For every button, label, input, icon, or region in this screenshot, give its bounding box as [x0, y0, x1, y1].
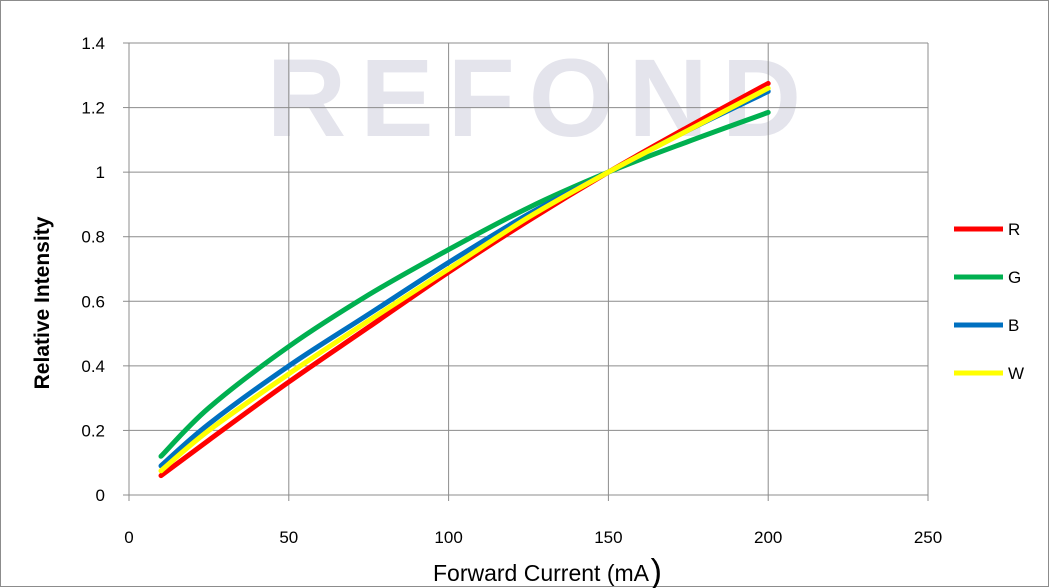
axes [123, 42, 929, 501]
x-tick-label: 250 [914, 528, 942, 547]
x-axis-title-paren: ) [651, 553, 662, 588]
y-axis-title: Relative Intensity [31, 216, 54, 389]
y-tick-label: 1.2 [81, 99, 105, 118]
series-lines [158, 80, 771, 479]
legend-label-r: R [1008, 220, 1020, 239]
x-tick-label: 0 [124, 528, 133, 547]
y-tick-label: 0.2 [81, 421, 105, 440]
x-tick-label: 200 [754, 528, 782, 547]
x-tick-label: 100 [434, 528, 462, 547]
x-tick-label: 150 [594, 528, 622, 547]
watermark-text: REFOND [267, 37, 815, 160]
y-tick-label: 0.4 [81, 357, 105, 376]
grid [128, 42, 929, 496]
y-tick-label: 1.4 [81, 34, 105, 53]
y-tick-label: 1 [96, 163, 105, 182]
series-line-g [158, 109, 771, 459]
watermark: REFOND [267, 37, 815, 160]
y-tick-label: 0.8 [81, 228, 105, 247]
legend-label-g: G [1008, 268, 1021, 287]
y-tick-label: 0.6 [81, 292, 105, 311]
x-axis-title: Forward Current (mA ) [433, 553, 662, 588]
x-axis-title-text: Forward Current (mA [433, 560, 650, 586]
legend-label-b: B [1008, 316, 1019, 335]
series-line-w [158, 85, 771, 474]
legend: R G B W [954, 220, 1024, 383]
y-tick-label: 0 [96, 486, 105, 505]
tick-labels: 0 0.2 0.4 0.6 0.8 1 1.2 1.4 0 50 100 150 200 250 [81, 34, 942, 547]
legend-label-w: W [1008, 364, 1024, 383]
x-tick-label: 50 [279, 528, 298, 547]
